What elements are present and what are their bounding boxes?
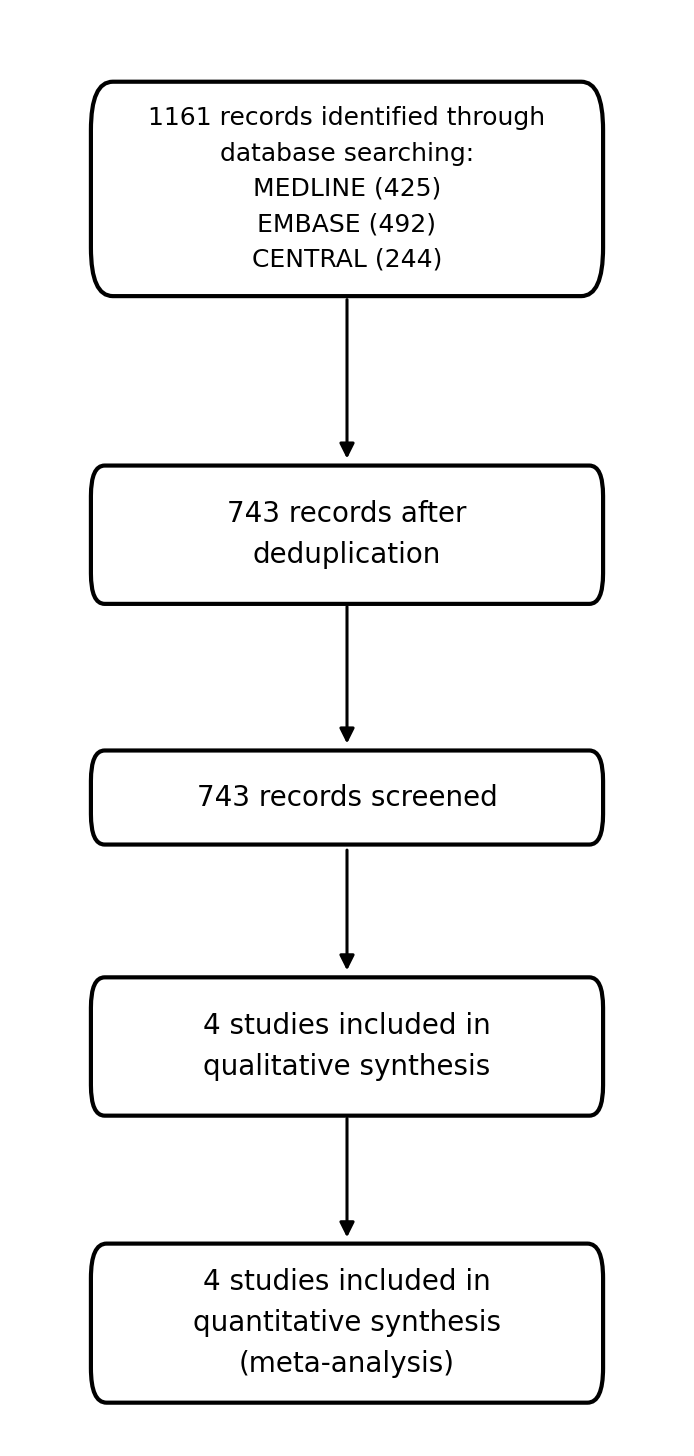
FancyBboxPatch shape	[91, 1243, 603, 1402]
Text: 743 records after
deduplication: 743 records after deduplication	[227, 499, 467, 569]
Text: 4 studies included in
qualitative synthesis: 4 studies included in qualitative synthe…	[203, 1012, 491, 1082]
FancyBboxPatch shape	[91, 466, 603, 604]
FancyBboxPatch shape	[91, 82, 603, 296]
FancyBboxPatch shape	[91, 750, 603, 844]
Text: 1161 records identified through
database searching:
MEDLINE (425)
EMBASE (492)
C: 1161 records identified through database…	[149, 106, 545, 272]
FancyBboxPatch shape	[91, 977, 603, 1115]
Text: 743 records screened: 743 records screened	[196, 783, 498, 811]
Text: 4 studies included in
quantitative synthesis
(meta-analysis): 4 studies included in quantitative synth…	[193, 1268, 501, 1379]
